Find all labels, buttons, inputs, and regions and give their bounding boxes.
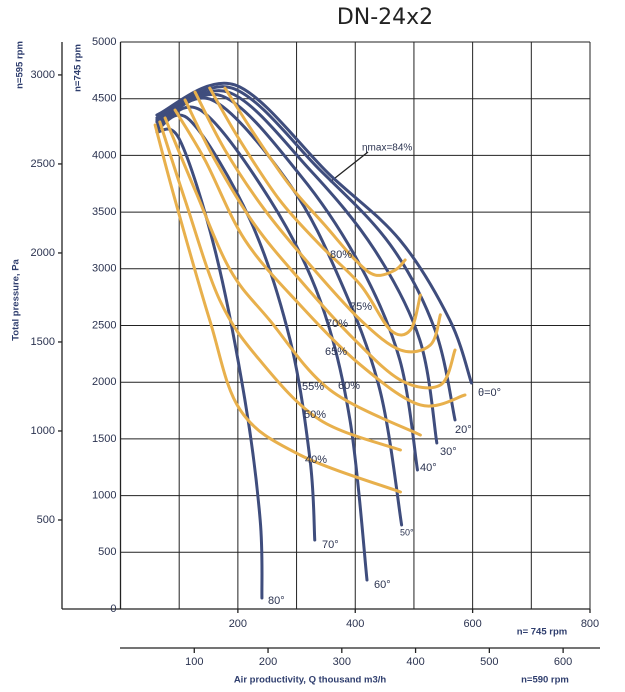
- y-tick-label: 1500: [92, 433, 116, 445]
- curve: [155, 96, 404, 527]
- x-rpm-label: n= 745 rpm: [517, 627, 567, 638]
- y-tick-label: 3500: [92, 206, 116, 218]
- y-tick-label: 2500: [92, 319, 116, 331]
- curve: [208, 86, 422, 337]
- x-tick-label: 200: [229, 618, 247, 630]
- curve: [155, 127, 264, 600]
- curve: [158, 120, 402, 452]
- curve-label: 40°: [420, 462, 437, 474]
- annotation: ηmax=84%: [362, 143, 412, 154]
- curve: [153, 123, 402, 494]
- x-tick-label: 400: [346, 618, 364, 630]
- curve: [155, 92, 419, 472]
- x2-rpm-label: n=590 rpm: [521, 675, 569, 686]
- curve-label: 60°: [374, 579, 391, 591]
- curve: [163, 116, 422, 437]
- curve: [183, 98, 457, 390]
- y2-tick-label: 2000: [31, 247, 55, 259]
- curve-label: 60%: [338, 380, 360, 392]
- curve-label: 50%: [304, 409, 326, 421]
- y2-tick-label: 500: [37, 514, 55, 526]
- y-tick-label: 1000: [92, 490, 116, 502]
- x2-tick-label: 300: [333, 656, 351, 668]
- x2-tick-label: 400: [406, 656, 424, 668]
- curve: [155, 89, 439, 445]
- x2-tick-label: 200: [259, 656, 277, 668]
- curve-label: 80%: [330, 249, 352, 261]
- x2-tick-label: 600: [554, 656, 572, 668]
- x2-tick-label: 500: [480, 656, 498, 668]
- curve-label: 70%: [326, 318, 348, 330]
- y-axis-label: Total pressure, Pa: [11, 258, 22, 340]
- curve-label: 75%: [350, 301, 372, 313]
- y-tick-label: 4000: [92, 149, 116, 161]
- curve: [155, 105, 369, 582]
- x-tick-label: 800: [581, 618, 599, 630]
- y-tick-label: 3000: [92, 263, 116, 275]
- curve: [223, 86, 407, 277]
- y-tick-label: 4500: [92, 93, 116, 105]
- annotation-leader: [329, 151, 369, 183]
- y-tick-label: 2000: [92, 376, 116, 388]
- curve-label: 40%: [305, 454, 327, 466]
- curve-label: 70°: [322, 539, 339, 551]
- curve-label: 80°: [268, 595, 285, 607]
- y2-rpm-label: n=595 rpm: [15, 41, 26, 89]
- curve: [193, 90, 442, 354]
- y2-tick-label: 1500: [31, 336, 55, 348]
- curve-label: 30°: [440, 446, 457, 458]
- y2-tick-label: 1000: [31, 425, 55, 437]
- x2-tick-label: 100: [185, 656, 203, 668]
- curve-label: 55%: [302, 381, 324, 393]
- y-tick-label: 5000: [92, 36, 116, 48]
- y-tick-label: 500: [98, 546, 116, 558]
- y-tick-label: 0: [110, 603, 116, 615]
- curve-label: 50°: [400, 527, 414, 537]
- x-axis-label: Air productivity, Q thousand m3/h: [234, 675, 387, 686]
- chart-title: DN-24x2: [337, 5, 433, 30]
- y2-tick-label: 2500: [31, 158, 55, 170]
- curve: [155, 81, 473, 385]
- curve-label: 20°: [455, 424, 472, 436]
- y-rpm-label: n=745 rpm: [73, 44, 84, 92]
- x-tick-label: 600: [463, 618, 481, 630]
- curve-label: 65%: [325, 346, 347, 358]
- curve: [173, 108, 467, 408]
- curve-label: θ=0°: [478, 387, 501, 399]
- y2-tick-label: 3000: [31, 69, 55, 81]
